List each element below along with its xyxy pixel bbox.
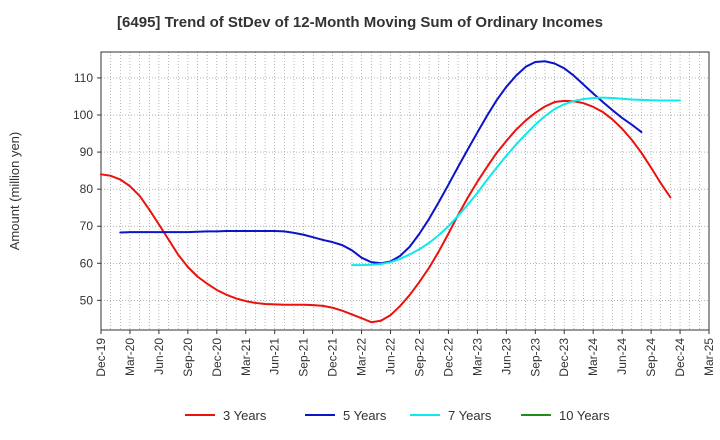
x-tick-label: Mar-22	[355, 338, 369, 376]
x-tick-label: Sep-20	[181, 338, 195, 377]
x-tick-label: Mar-24	[586, 338, 600, 376]
x-axis: Dec-19 Mar-20 Jun-20 Sep-20 Dec-20 Mar-21 Jun-…	[94, 330, 716, 377]
x-tick-label: Sep-22	[412, 338, 426, 377]
x-tick-label: Jun-22	[384, 338, 398, 375]
legend-label-3-years: 3 Years	[223, 408, 267, 423]
x-tick-label: Dec-19	[94, 338, 108, 377]
x-tick-label: Mar-23	[470, 338, 484, 376]
x-tick-label: Mar-20	[123, 338, 137, 376]
x-tick-label: Dec-23	[557, 338, 571, 377]
x-tick-label: Jun-23	[499, 338, 513, 375]
legend-label-7-years: 7 Years	[448, 408, 492, 423]
grid	[101, 52, 709, 330]
x-tick-label: Sep-21	[297, 338, 311, 377]
y-tick-label: 70	[80, 219, 94, 233]
legend-label-10-years: 10 Years	[559, 408, 610, 423]
y-tick-label: 80	[80, 182, 94, 196]
y-tick-label: 50	[80, 293, 94, 307]
legend: 3 Years 5 Years 7 Years 10 Years	[185, 408, 610, 423]
x-tick-label: Dec-20	[210, 338, 224, 377]
plot-frame	[100, 51, 710, 331]
x-tick-label: Dec-24	[673, 338, 687, 377]
x-tick-label: Mar-21	[239, 338, 253, 376]
y-tick-label: 110	[74, 71, 93, 85]
series-lines	[100, 60, 682, 324]
x-tick-label: Jun-24	[615, 338, 629, 375]
chart-title: [6495] Trend of StDev of 12-Month Moving…	[117, 14, 603, 31]
y-axis: 50 60 70 80 90 100 110	[73, 71, 101, 307]
x-tick-label: Sep-23	[528, 338, 542, 377]
y-tick-label: 60	[80, 256, 94, 270]
series-line-7-years	[350, 96, 682, 267]
legend-label-5-years: 5 Years	[343, 408, 387, 423]
x-tick-label: Dec-22	[441, 338, 455, 377]
series-line-3-years	[100, 99, 672, 324]
x-tick-label: Dec-21	[326, 338, 340, 377]
y-tick-label: 100	[73, 108, 93, 122]
x-tick-label: Mar-25	[702, 338, 716, 376]
x-tick-label: Jun-21	[268, 338, 282, 375]
x-tick-label: Sep-24	[644, 338, 658, 377]
y-tick-label: 90	[80, 145, 94, 159]
y-axis-label: Amount (million yen)	[7, 132, 22, 251]
x-tick-label: Jun-20	[152, 338, 166, 375]
